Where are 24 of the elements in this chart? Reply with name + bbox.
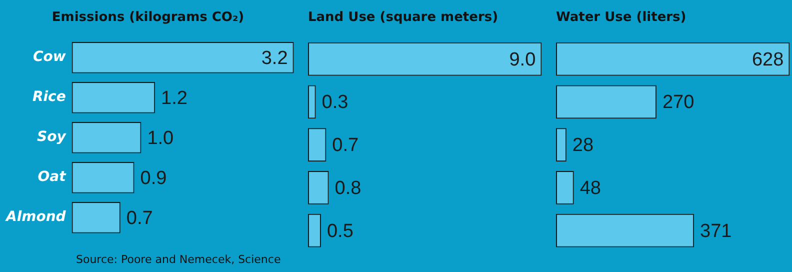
data-label: 0.9 [140, 168, 167, 189]
data-label: 9.0 [509, 49, 536, 70]
data-label: 270 [662, 92, 694, 114]
chart-title: Land Use (square meters) [308, 10, 498, 26]
source-note: Source: Poore and Nemecek, Science [76, 253, 281, 266]
data-label: 628 [752, 49, 784, 70]
data-label: 0.7 [126, 208, 153, 229]
data-label: 48 [580, 178, 601, 199]
y-tick-label: Cow [33, 49, 66, 66]
data-label: 28 [572, 135, 594, 156]
data-label: 0.5 [326, 220, 354, 242]
chart-title: Emissions (kilograms CO₂) [52, 10, 244, 26]
data-label: 0.7 [332, 135, 359, 156]
data-label: 3.2 [261, 48, 288, 69]
y-tick-label: Rice [32, 89, 66, 106]
data-label: 0.8 [334, 178, 362, 199]
y-tick-label: Oat [38, 169, 68, 186]
text: Water Use (liters) [556, 10, 686, 26]
y-tick-label: Almond [5, 209, 67, 226]
data-label: 371 [700, 220, 732, 242]
data-label: 1.0 [147, 128, 174, 149]
y-tick-label: Soy [37, 129, 67, 146]
data-label: 1.2 [161, 88, 188, 109]
data-label: 0.3 [322, 92, 348, 114]
